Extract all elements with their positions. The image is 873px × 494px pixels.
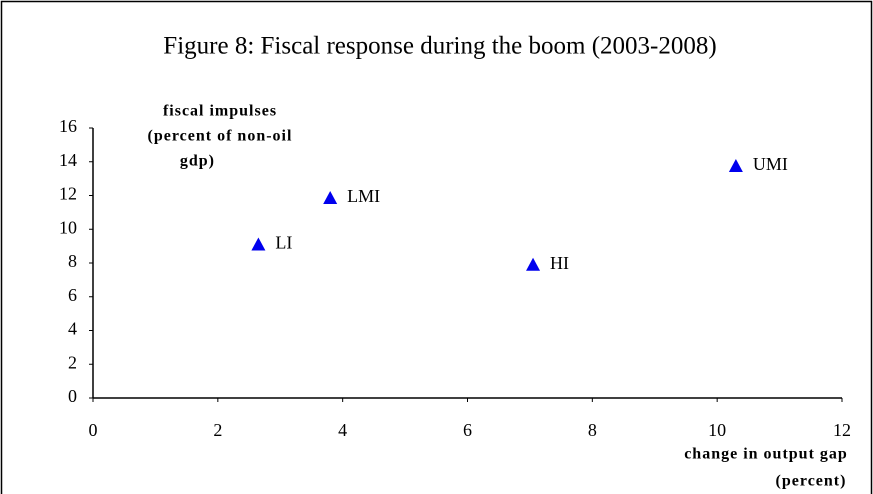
- y-tick-label: 8: [68, 251, 77, 271]
- point-label: LI: [275, 233, 292, 253]
- y-tick-label: 6: [68, 285, 77, 305]
- y-tick-label: 14: [59, 150, 77, 170]
- y-axis-label: gdp): [180, 153, 215, 170]
- x-tick-label: 6: [463, 420, 472, 440]
- y-tick-label: 2: [68, 352, 77, 372]
- y-tick-label: 0: [68, 386, 77, 406]
- y-tick-label: 4: [68, 319, 77, 339]
- x-tick-label: 12: [833, 420, 851, 440]
- point: [728, 158, 743, 172]
- x-axis-label: change in output gap: [684, 446, 848, 463]
- y-tick-label: 10: [59, 217, 77, 237]
- point: [323, 191, 338, 205]
- x-tick-label: 2: [213, 420, 222, 440]
- x-tick-label: 0: [89, 420, 98, 440]
- point-label: HI: [550, 253, 569, 273]
- y-axis-label: fiscal impulses: [163, 103, 277, 120]
- point: [526, 257, 541, 271]
- x-axis-label: (percent): [776, 473, 847, 490]
- point: [251, 237, 266, 251]
- point-label: LMI: [347, 186, 380, 206]
- y-tick-label: 12: [59, 184, 77, 204]
- y-tick-label: 16: [59, 116, 77, 136]
- chart-title: Figure 8: Fiscal response during the boo…: [163, 33, 716, 60]
- x-tick-label: 8: [588, 420, 597, 440]
- x-tick-label: 4: [338, 420, 347, 440]
- x-tick-label: 10: [708, 420, 726, 440]
- y-axis-label: (percent of non-oil: [148, 128, 293, 145]
- point-label: UMI: [753, 154, 788, 174]
